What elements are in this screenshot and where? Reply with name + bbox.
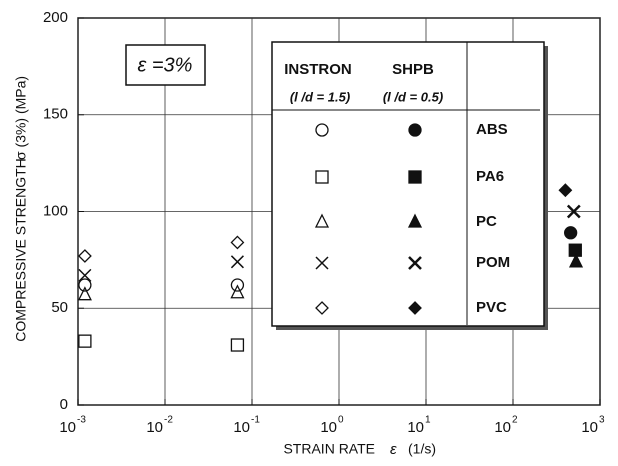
shpb-point — [558, 183, 573, 198]
y-tick-label: 50 — [51, 299, 68, 316]
x-tick-exponent: -1 — [251, 415, 260, 426]
legend-box — [271, 41, 545, 327]
instron-point — [230, 235, 245, 250]
legend-symbol — [408, 170, 422, 184]
annotation: ε =3% — [138, 54, 193, 76]
y-axis-label: COMPRESSIVE STRENGTH — [13, 158, 29, 342]
shpb-point — [564, 226, 578, 240]
y-tick-label: 100 — [43, 202, 68, 219]
legend-header: INSTRON — [284, 61, 352, 78]
legend-label: PC — [476, 213, 497, 230]
legend-symbol — [315, 256, 329, 270]
x-tick-label: 10 — [407, 419, 424, 436]
x-axis-label: STRAIN RATE — [283, 441, 375, 457]
legend-header: SHPB — [392, 61, 434, 78]
instron-point — [230, 255, 244, 269]
x-tick-exponent: -3 — [77, 415, 86, 426]
x-tick-exponent: 0 — [338, 415, 344, 426]
annotation-box — [125, 44, 206, 86]
legend-symbol — [407, 213, 423, 228]
instron-point — [230, 284, 245, 299]
legend-label: ABS — [476, 121, 508, 138]
legend-subheader: (l /d = 0.5) — [383, 89, 443, 104]
x-axis-symbol: ε — [390, 441, 397, 458]
x-tick-label: 10 — [233, 419, 250, 436]
shpb-point — [568, 253, 584, 268]
legend-label: POM — [476, 254, 510, 271]
shpb-point — [568, 243, 582, 257]
instron-point — [230, 338, 245, 352]
legend-symbol — [315, 123, 329, 137]
x-axis-unit: (1/s) — [408, 441, 436, 457]
instron-point — [77, 249, 92, 263]
x-tick-label: 10 — [494, 419, 511, 436]
legend-symbol — [314, 213, 330, 228]
x-tick-exponent: -2 — [164, 415, 173, 426]
legend-symbol — [408, 256, 422, 270]
x-tick-label: 10 — [146, 419, 163, 436]
x-tick-label: 10 — [59, 419, 76, 436]
instron-point — [78, 334, 92, 348]
legend-symbol — [315, 170, 329, 184]
x-tick-exponent: 3 — [599, 415, 605, 426]
legend-subheader: (l /d = 1.5) — [290, 89, 350, 104]
shpb-point — [566, 204, 581, 219]
y-tick-label: 0 — [60, 396, 68, 413]
instron-point — [78, 268, 92, 282]
x-tick-exponent: 1 — [425, 415, 431, 426]
x-tick-label: 10 — [320, 419, 337, 436]
y-tick-label: 200 — [43, 9, 68, 26]
y-tick-label: 150 — [43, 106, 68, 123]
instron-point — [78, 278, 92, 292]
instron-point — [230, 278, 245, 292]
y-axis-symbol: σ (3%) (MPa) — [13, 76, 29, 160]
legend-symbol — [315, 301, 329, 315]
legend-symbol — [408, 301, 422, 315]
instron-point — [77, 286, 92, 301]
legend-symbol — [408, 123, 422, 137]
x-tick-exponent: 2 — [512, 415, 518, 426]
legend-label: PA6 — [476, 168, 504, 185]
x-tick-label: 10 — [581, 419, 598, 436]
legend-label: PVC — [476, 299, 507, 316]
